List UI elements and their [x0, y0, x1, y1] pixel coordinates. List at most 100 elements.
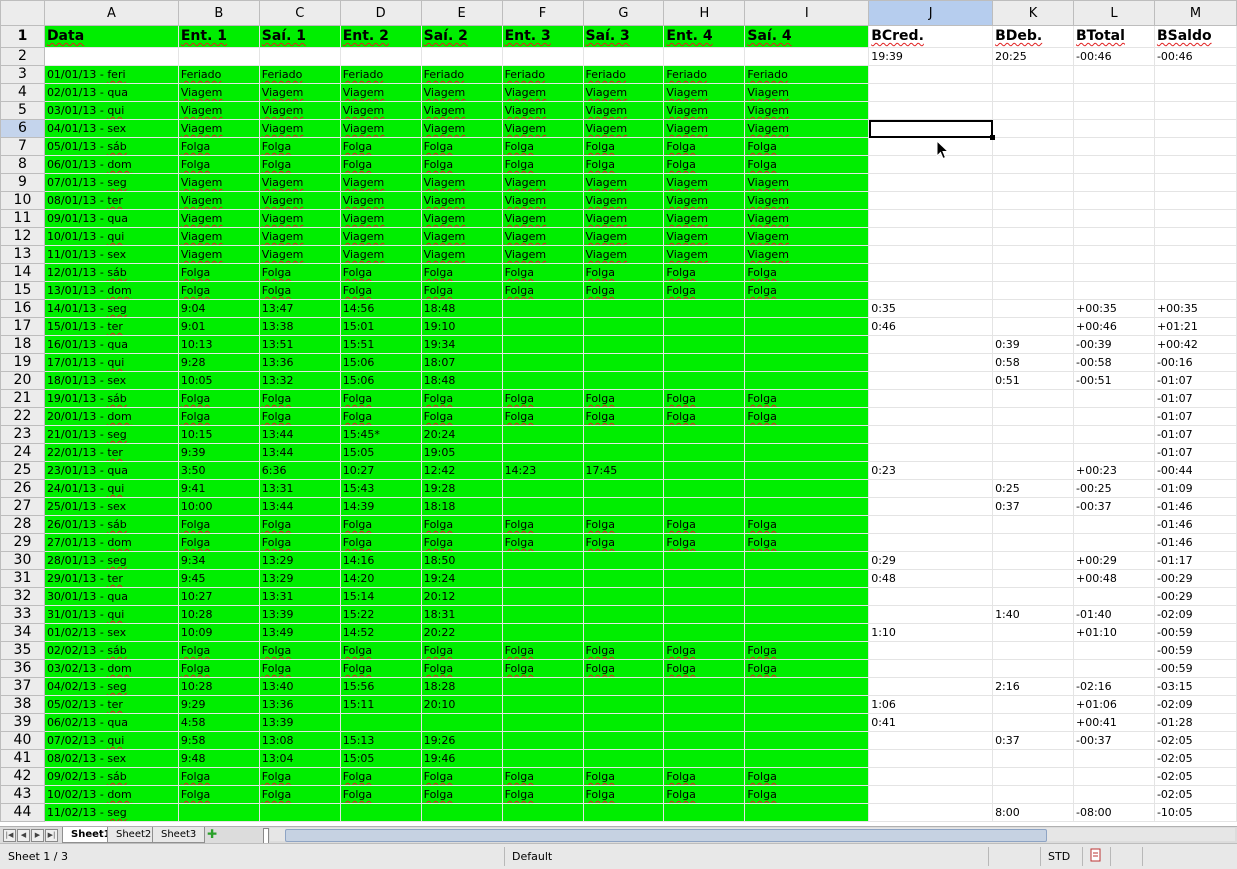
cell-k31[interactable] [992, 569, 1074, 588]
cell-j31[interactable]: 0:48 [868, 569, 994, 588]
row-header-6[interactable]: 6 [0, 119, 45, 138]
cell-c6[interactable]: Viagem [258, 119, 341, 138]
cell-m12[interactable] [1153, 227, 1237, 246]
cell-f39[interactable] [501, 713, 584, 732]
cell-l42[interactable] [1073, 767, 1155, 786]
cell-k35[interactable] [992, 641, 1074, 660]
cell-d10[interactable]: Viagem [339, 191, 422, 210]
cell-k14[interactable] [992, 263, 1074, 282]
cell-f7[interactable]: Folga [501, 137, 584, 156]
cell-i6[interactable]: Viagem [744, 119, 870, 138]
cell-l12[interactable] [1073, 227, 1155, 246]
cell-k24[interactable] [992, 443, 1074, 462]
cell-e38[interactable]: 20:10 [420, 695, 503, 714]
row-header-23[interactable]: 23 [0, 425, 45, 444]
cell-a12[interactable]: 10/01/13 - qui [43, 227, 179, 246]
cell-m22[interactable]: -01:07 [1153, 407, 1237, 426]
cell-f21[interactable]: Folga [501, 389, 584, 408]
cell-h28[interactable]: Folga [663, 515, 746, 534]
cell-b13[interactable]: Viagem [177, 245, 260, 264]
cell-l6[interactable] [1073, 119, 1155, 138]
cell-g30[interactable] [582, 551, 665, 570]
cell-j25[interactable]: 0:23 [868, 461, 994, 480]
cell-h11[interactable]: Viagem [663, 209, 746, 228]
next-sheet-icon[interactable]: ▶ [31, 829, 44, 842]
cell-m26[interactable]: -01:09 [1153, 479, 1237, 498]
cell-g23[interactable] [582, 425, 665, 444]
cell-g15[interactable]: Folga [582, 281, 665, 300]
cell-j3[interactable] [868, 65, 994, 84]
column-header-m[interactable]: M [1153, 0, 1237, 26]
cell-l44[interactable]: -08:00 [1073, 803, 1155, 822]
cell-f11[interactable]: Viagem [501, 209, 584, 228]
cell-a15[interactable]: 13/01/13 - dom [43, 281, 179, 300]
cell-g42[interactable]: Folga [582, 767, 665, 786]
column-header-a[interactable]: A [43, 0, 179, 26]
cell-l24[interactable] [1073, 443, 1155, 462]
cell-c34[interactable]: 13:49 [258, 623, 341, 642]
cell-e25[interactable]: 12:42 [420, 461, 503, 480]
cell-h24[interactable] [663, 443, 746, 462]
cell-b25[interactable]: 3:50 [177, 461, 260, 480]
cell-e20[interactable]: 18:48 [420, 371, 503, 390]
cell-i39[interactable] [744, 713, 870, 732]
tab-sheet3[interactable]: Sheet3 [152, 827, 206, 843]
cell-b19[interactable]: 9:28 [177, 353, 260, 372]
cell-l4[interactable] [1073, 83, 1155, 102]
cell-f15[interactable]: Folga [501, 281, 584, 300]
cell-m43[interactable]: -02:05 [1153, 785, 1237, 804]
row-header-11[interactable]: 11 [0, 209, 45, 228]
cell-h16[interactable] [663, 299, 746, 318]
cell-j38[interactable]: 1:06 [868, 695, 994, 714]
cell-i22[interactable]: Folga [744, 407, 870, 426]
cell-d43[interactable]: Folga [339, 785, 422, 804]
cell-i12[interactable]: Viagem [744, 227, 870, 246]
cell-m14[interactable] [1153, 263, 1237, 282]
cell-b38[interactable]: 9:29 [177, 695, 260, 714]
cell-b4[interactable]: Viagem [177, 83, 260, 102]
cell-m5[interactable] [1153, 101, 1237, 120]
cell-c21[interactable]: Folga [258, 389, 341, 408]
cell-g14[interactable]: Folga [582, 263, 665, 282]
cell-k19[interactable]: 0:58 [992, 353, 1074, 372]
cell-j30[interactable]: 0:29 [868, 551, 994, 570]
cell-j42[interactable] [868, 767, 994, 786]
cell-h26[interactable] [663, 479, 746, 498]
cell-j11[interactable] [868, 209, 994, 228]
cell-k33[interactable]: 1:40 [992, 605, 1074, 624]
cell-i13[interactable]: Viagem [744, 245, 870, 264]
cell-f14[interactable]: Folga [501, 263, 584, 282]
cell-j23[interactable] [868, 425, 994, 444]
cell-a39[interactable]: 06/02/13 - qua [43, 713, 179, 732]
cell-b12[interactable]: Viagem [177, 227, 260, 246]
first-sheet-icon[interactable]: |◀ [3, 829, 16, 842]
cell-h27[interactable] [663, 497, 746, 516]
cell-f25[interactable]: 14:23 [501, 461, 584, 480]
cell-g31[interactable] [582, 569, 665, 588]
cell-k18[interactable]: 0:39 [992, 335, 1074, 354]
column-header-d[interactable]: D [339, 0, 422, 26]
cell-i1[interactable]: Saí. 4 [744, 25, 870, 48]
cell-m7[interactable] [1153, 137, 1237, 156]
column-header-c[interactable]: C [258, 0, 341, 26]
cell-m42[interactable]: -02:05 [1153, 767, 1237, 786]
cell-h29[interactable]: Folga [663, 533, 746, 552]
cell-h17[interactable] [663, 317, 746, 336]
cell-b5[interactable]: Viagem [177, 101, 260, 120]
cell-l33[interactable]: -01:40 [1073, 605, 1155, 624]
cell-j14[interactable] [868, 263, 994, 282]
cell-e1[interactable]: Saí. 2 [420, 25, 503, 48]
cell-b14[interactable]: Folga [177, 263, 260, 282]
cell-g17[interactable] [582, 317, 665, 336]
cell-h31[interactable] [663, 569, 746, 588]
cell-g35[interactable]: Folga [582, 641, 665, 660]
cell-b35[interactable]: Folga [177, 641, 260, 660]
cell-h37[interactable] [663, 677, 746, 696]
cell-f40[interactable] [501, 731, 584, 750]
horizontal-scroll-thumb[interactable] [285, 829, 1047, 842]
cell-j12[interactable] [868, 227, 994, 246]
cell-e9[interactable]: Viagem [420, 173, 503, 192]
cell-b21[interactable]: Folga [177, 389, 260, 408]
row-header-26[interactable]: 26 [0, 479, 45, 498]
cell-m19[interactable]: -00:16 [1153, 353, 1237, 372]
